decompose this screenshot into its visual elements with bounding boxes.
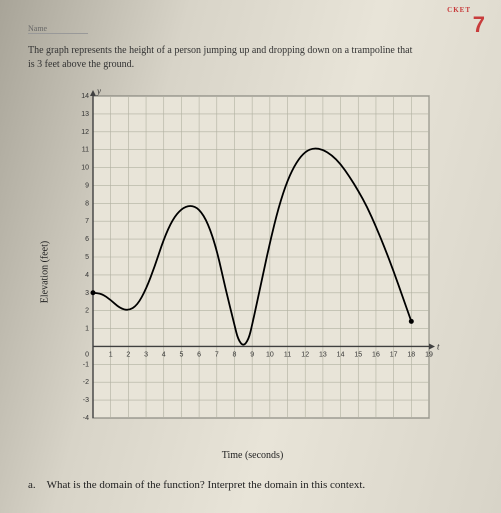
svg-text:-1: -1 bbox=[82, 361, 88, 368]
svg-text:19: 19 bbox=[425, 351, 433, 358]
name-label: Name bbox=[28, 24, 88, 34]
svg-text:5: 5 bbox=[179, 351, 183, 358]
ticket-number: 7 bbox=[473, 12, 485, 38]
svg-text:-2: -2 bbox=[82, 379, 88, 386]
intro-line-2: is 3 feet above the ground. bbox=[28, 59, 134, 70]
chart-container: Elevation (feet) 12345678910111213141516… bbox=[63, 82, 443, 461]
svg-text:y: y bbox=[96, 86, 101, 96]
svg-text:t: t bbox=[437, 341, 440, 351]
svg-text:8: 8 bbox=[85, 200, 89, 207]
svg-text:3: 3 bbox=[144, 351, 148, 358]
ticket-label: CKET bbox=[447, 6, 471, 14]
header: Name CKET 7 bbox=[28, 18, 477, 38]
svg-text:2: 2 bbox=[126, 351, 130, 358]
svg-text:4: 4 bbox=[85, 272, 89, 279]
svg-text:14: 14 bbox=[81, 93, 89, 100]
svg-text:10: 10 bbox=[81, 165, 89, 172]
question-text: What is the domain of the function? Inte… bbox=[47, 479, 366, 491]
svg-text:9: 9 bbox=[85, 182, 89, 189]
svg-text:7: 7 bbox=[85, 218, 89, 225]
svg-text:16: 16 bbox=[372, 351, 380, 358]
svg-text:9: 9 bbox=[250, 351, 254, 358]
svg-text:6: 6 bbox=[197, 351, 201, 358]
svg-text:10: 10 bbox=[265, 351, 273, 358]
svg-text:2: 2 bbox=[85, 308, 89, 315]
svg-text:11: 11 bbox=[81, 147, 88, 154]
svg-text:12: 12 bbox=[301, 351, 309, 358]
elevation-chart: 12345678910111213141516171819-4-3-2-1123… bbox=[63, 82, 443, 442]
svg-text:11: 11 bbox=[283, 351, 290, 358]
svg-text:17: 17 bbox=[389, 351, 397, 358]
svg-text:12: 12 bbox=[81, 129, 89, 136]
svg-text:-4: -4 bbox=[82, 415, 88, 422]
svg-text:5: 5 bbox=[85, 254, 89, 261]
svg-text:8: 8 bbox=[232, 351, 236, 358]
svg-text:18: 18 bbox=[407, 351, 415, 358]
svg-text:4: 4 bbox=[161, 351, 165, 358]
x-axis-label: Time (seconds) bbox=[63, 450, 443, 461]
question-a: a. What is the domain of the function? I… bbox=[28, 479, 477, 491]
svg-text:1: 1 bbox=[108, 351, 112, 358]
svg-text:13: 13 bbox=[81, 111, 89, 118]
svg-text:7: 7 bbox=[214, 351, 218, 358]
svg-text:6: 6 bbox=[85, 236, 89, 243]
question-letter: a. bbox=[28, 479, 44, 491]
svg-text:1: 1 bbox=[85, 326, 89, 333]
svg-text:14: 14 bbox=[336, 351, 344, 358]
intro-text: The graph represents the height of a per… bbox=[28, 44, 477, 72]
y-axis-label: Elevation (feet) bbox=[39, 240, 50, 302]
svg-text:15: 15 bbox=[354, 351, 362, 358]
intro-line-1: The graph represents the height of a per… bbox=[28, 45, 412, 56]
svg-text:13: 13 bbox=[318, 351, 326, 358]
worksheet-page: Name CKET 7 The graph represents the hei… bbox=[0, 0, 501, 513]
svg-text:0: 0 bbox=[85, 351, 89, 358]
svg-text:-3: -3 bbox=[82, 397, 88, 404]
svg-text:3: 3 bbox=[85, 290, 89, 297]
